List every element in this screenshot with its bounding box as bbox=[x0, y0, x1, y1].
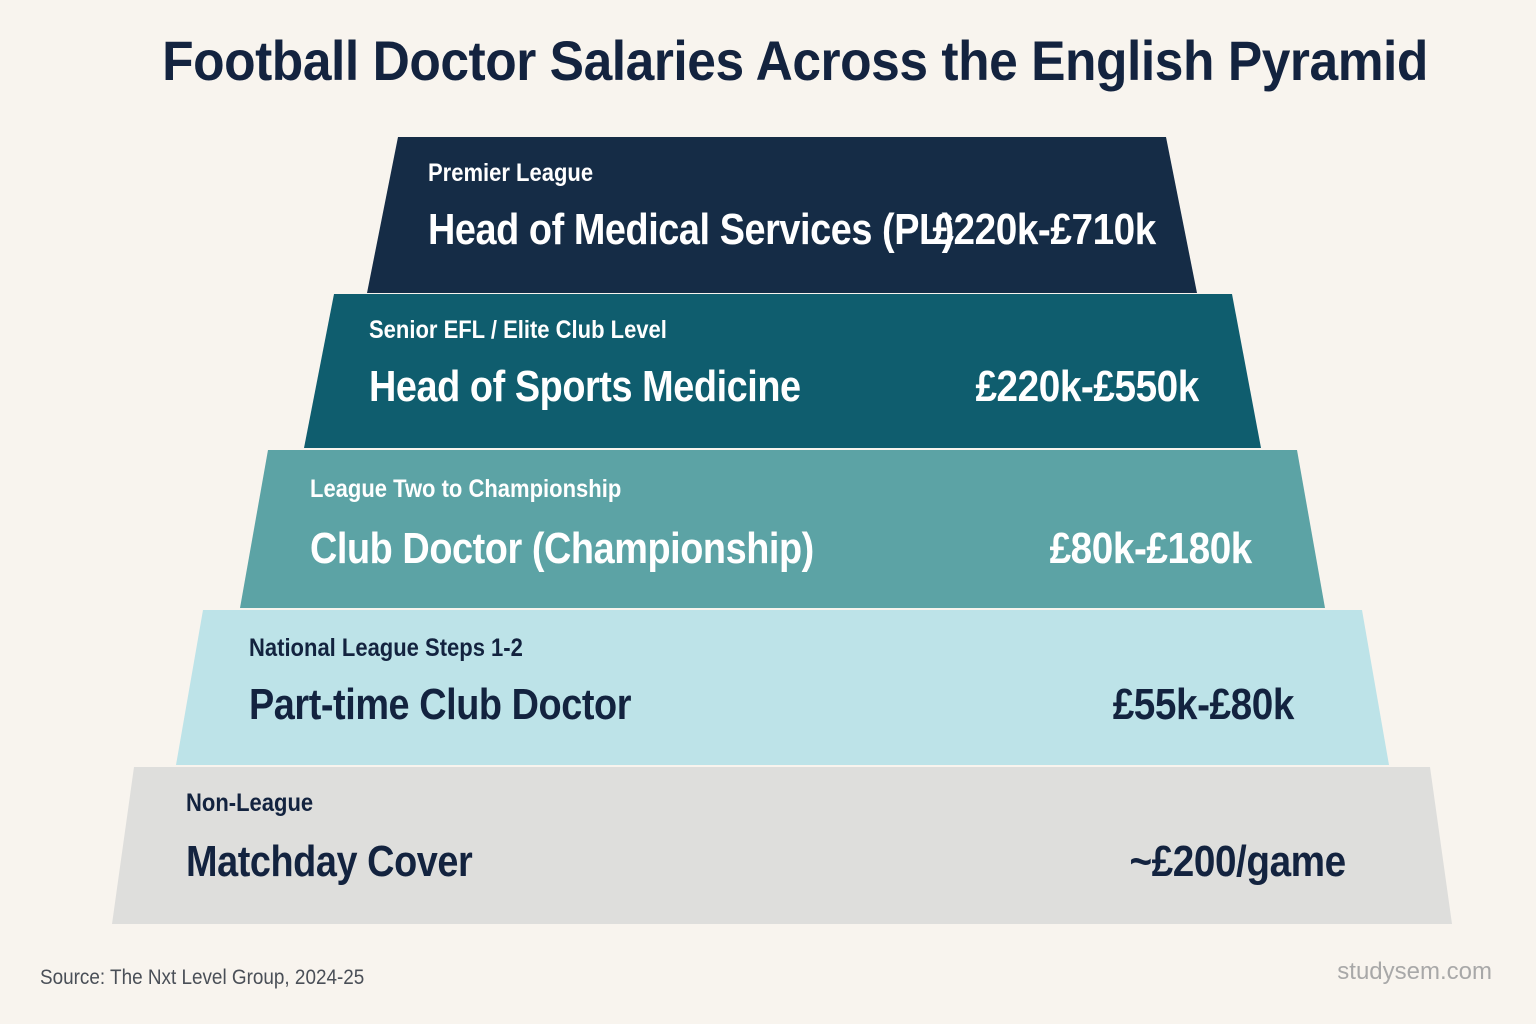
tier-salary: £220k-£550k bbox=[975, 362, 1200, 411]
tier-role: Head of Sports Medicine bbox=[369, 362, 801, 411]
tier-salary: £220k-£710k bbox=[932, 205, 1157, 254]
source-note: Source: The Nxt Level Group, 2024-25 bbox=[40, 966, 365, 989]
tier-league-two-championship: League Two to Championship Club Doctor (… bbox=[0, 450, 1536, 608]
tier-role: Part-time Club Doctor bbox=[249, 680, 632, 729]
tier-non-league: Non-League Matchday Cover ~£200/game bbox=[0, 767, 1536, 924]
tier-league-label: League Two to Championship bbox=[310, 475, 622, 503]
tier-shape bbox=[176, 610, 1389, 765]
tier-national-league: National League Steps 1-2 Part-time Club… bbox=[0, 610, 1536, 765]
tier-league-label: National League Steps 1-2 bbox=[249, 634, 523, 662]
tier-salary: £55k-£80k bbox=[1112, 680, 1295, 729]
tier-role: Club Doctor (Championship) bbox=[310, 524, 814, 573]
tier-salary: ~£200/game bbox=[1129, 837, 1347, 886]
tier-shape bbox=[240, 450, 1325, 608]
tier-role: Matchday Cover bbox=[186, 837, 473, 886]
page-title: Football Doctor Salaries Across the Engl… bbox=[162, 29, 1428, 92]
tier-shape bbox=[112, 767, 1452, 924]
tier-shape bbox=[304, 294, 1261, 448]
tier-role: Head of Medical Services (PL) bbox=[428, 205, 954, 254]
tier-premier-league: Premier League Head of Medical Services … bbox=[0, 137, 1536, 293]
tier-senior-efl: Senior EFL / Elite Club Level Head of Sp… bbox=[0, 294, 1536, 448]
tier-salary: £80k-£180k bbox=[1049, 524, 1253, 573]
tier-shape bbox=[367, 137, 1197, 293]
watermark: studysem.com bbox=[1337, 958, 1492, 985]
tier-league-label: Non-League bbox=[186, 789, 314, 817]
tier-league-label: Senior EFL / Elite Club Level bbox=[369, 316, 667, 344]
tier-league-label: Premier League bbox=[428, 159, 594, 187]
